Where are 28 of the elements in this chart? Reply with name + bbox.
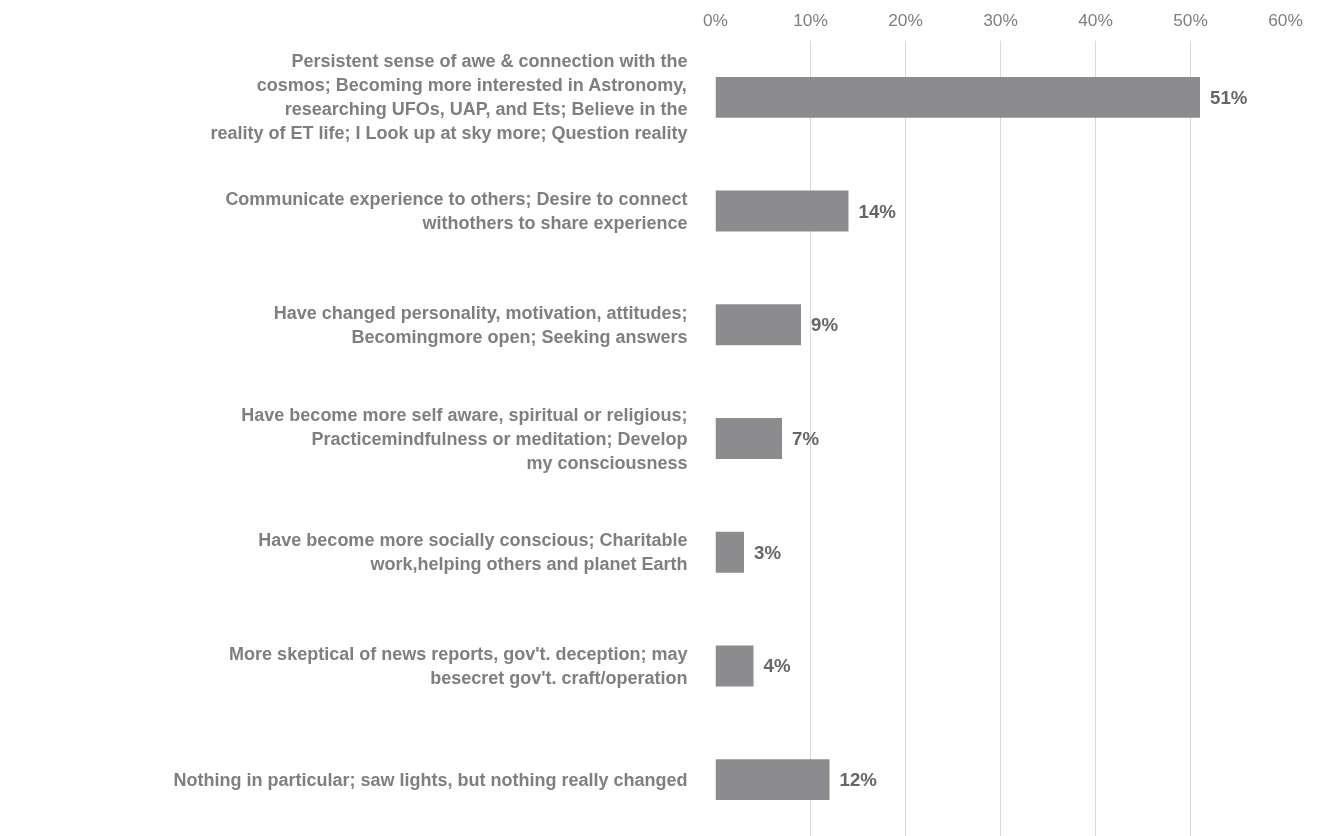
bar [715,76,1200,118]
data-label: 7% [792,428,820,449]
y-tick-label: Have become more self aware, spiritual or religious; Practicemindfulness or meditation; Develop my consciousness [241,404,688,473]
bar [715,531,744,573]
bar [715,645,754,687]
y-tick-label: Have become more socially conscious; Charitable work,helping others and planet Earth [258,530,688,575]
x-tick-label: 40% [1078,9,1113,30]
x-tick-label: 30% [983,9,1018,30]
y-tick-label: Have changed personality, motivation, attitudes; Becomingmore open; Seeking answers [273,302,688,347]
bar [715,418,782,459]
data-label: 9% [811,314,839,336]
x-tick-label: 10% [793,9,828,30]
x-tick-label: 60% [1268,9,1303,30]
data-label: 4% [763,655,791,677]
y-tick-label: Persistent sense of awe & connection with the cosmos; Becoming more interested in Astronomy, researching UFOs, UAP, and Ets; Believe in the reality of ET life; I Look up at sky more; Question reality [210,51,688,144]
bar [715,190,849,232]
data-label: 3% [754,541,782,563]
x-tick-label: 50% [1173,9,1208,30]
x-tick-label: 0% [702,9,729,30]
data-label: 14% [858,200,897,222]
y-tick-label: Communicate experience to others; Desire to connect withothers to share experience [225,189,688,234]
bar [715,759,830,801]
bar [715,304,801,346]
data-label: 12% [839,769,878,791]
data-label: 51% [1210,86,1248,108]
y-tick-label: More skeptical of news reports, gov't. deception; may besecret gov't. craft/operation [229,643,688,688]
x-tick-label: 20% [888,9,923,30]
y-tick-label: Nothing in particular; saw lights, but nothing really changed [173,769,688,790]
